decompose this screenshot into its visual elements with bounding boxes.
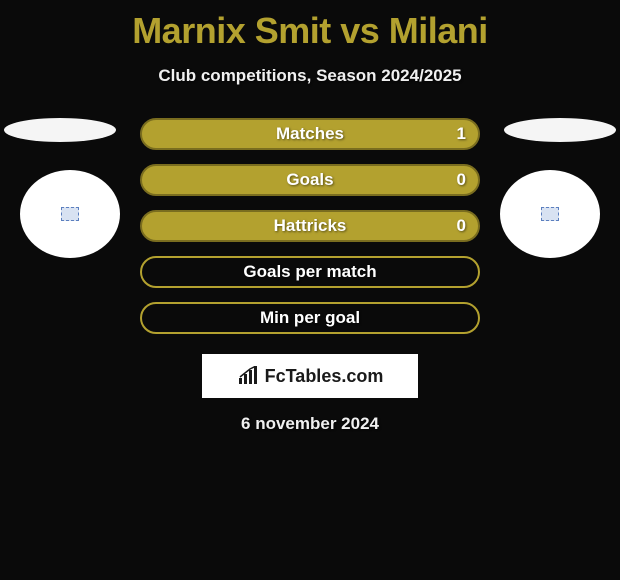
- stat-label: Min per goal: [260, 308, 360, 328]
- stat-bar-min-per-goal: Min per goal: [140, 302, 480, 334]
- stat-label: Matches: [276, 124, 344, 144]
- logo-text: FcTables.com: [265, 366, 384, 387]
- placeholder-icon: [541, 207, 559, 221]
- player-left-avatar-circle: [20, 170, 120, 258]
- stat-bar-matches: Matches 1: [140, 118, 480, 150]
- stat-bar-goals-per-match: Goals per match: [140, 256, 480, 288]
- player-left-ellipse: [4, 118, 116, 142]
- stat-label: Hattricks: [274, 216, 347, 236]
- fctables-logo: FcTables.com: [202, 354, 418, 398]
- stat-right-value: 0: [457, 170, 466, 190]
- player-right-ellipse: [504, 118, 616, 142]
- stat-bar-hattricks: Hattricks 0: [140, 210, 480, 242]
- stat-bar-goals: Goals 0: [140, 164, 480, 196]
- stat-right-value: 1: [457, 124, 466, 144]
- stat-right-value: 0: [457, 216, 466, 236]
- placeholder-icon: [61, 207, 79, 221]
- comparison-content: Matches 1 Goals 0 Hattricks 0 Goals per …: [0, 118, 620, 434]
- stat-bars: Matches 1 Goals 0 Hattricks 0 Goals per …: [140, 118, 480, 334]
- subtitle: Club competitions, Season 2024/2025: [0, 66, 620, 86]
- page-title: Marnix Smit vs Milani: [0, 0, 620, 52]
- date-text: 6 november 2024: [0, 414, 620, 434]
- player-right-avatar-circle: [500, 170, 600, 258]
- stat-label: Goals per match: [243, 262, 376, 282]
- stat-label: Goals: [286, 170, 333, 190]
- bars-icon: [237, 366, 261, 386]
